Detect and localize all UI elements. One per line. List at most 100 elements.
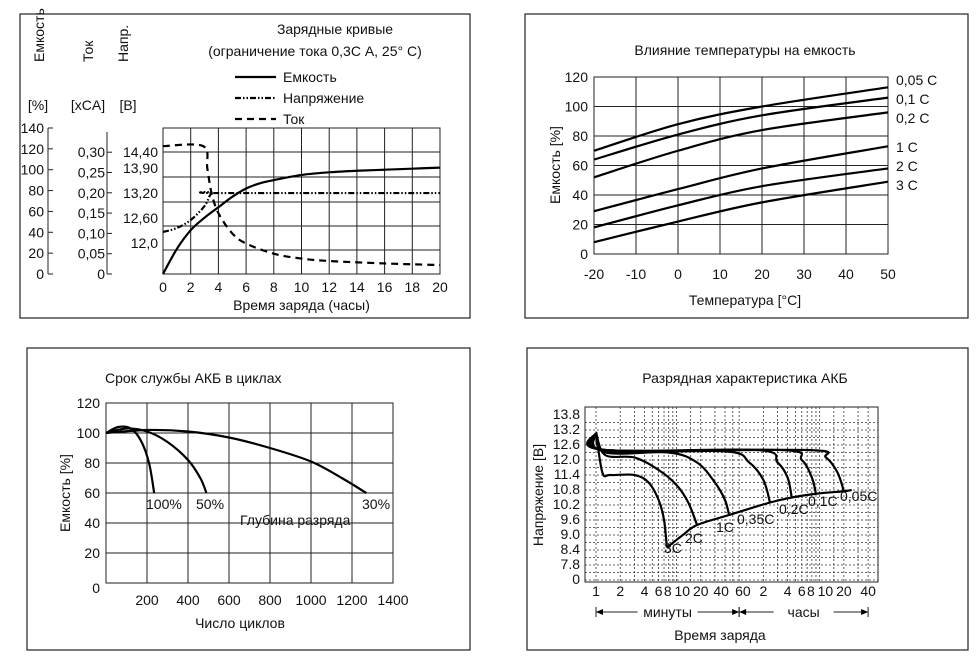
x-tick-label: 8 xyxy=(807,583,815,599)
x-tick-label: 40 xyxy=(838,266,854,282)
voltage-tick-label: 12,0 xyxy=(131,235,158,251)
end-voltage-curve xyxy=(666,488,852,549)
y-tick-label: 9.6 xyxy=(561,511,581,527)
y-tick-label: 60 xyxy=(572,158,588,174)
voltage-tick-label: 13,20 xyxy=(123,185,158,201)
series-line xyxy=(593,86,889,152)
chart-panel-4 xyxy=(526,347,969,651)
axis-unit: [%] xyxy=(28,97,48,113)
x-axis-label: Время заряда xyxy=(674,627,766,643)
series-line xyxy=(589,431,793,498)
y-tick-label: 40 xyxy=(84,515,100,531)
x-tick-label: 16 xyxy=(377,279,393,295)
y-tick-label: 12.0 xyxy=(553,451,580,467)
series-label: 2C xyxy=(685,530,703,546)
capacity-tick-label: 120 xyxy=(21,141,45,157)
range-label: минуты xyxy=(643,604,692,620)
x-tick-label: 6 xyxy=(242,279,250,295)
x-tick-label: 30 xyxy=(796,266,812,282)
x-tick-label: 1200 xyxy=(336,592,367,608)
series-line xyxy=(593,111,889,179)
chart-panel-1 xyxy=(19,13,471,319)
capacity-tick-label: 140 xyxy=(21,120,45,136)
series-capacity xyxy=(162,166,441,275)
series-label: 50% xyxy=(196,496,224,512)
label-bg xyxy=(637,603,698,619)
axis-title: Ток xyxy=(80,40,96,62)
series-line xyxy=(588,431,818,495)
series-line xyxy=(593,145,889,213)
x-axis-label: Время заряда (часы) xyxy=(233,297,370,313)
series-line xyxy=(594,432,669,548)
capacity-tick-label: 40 xyxy=(28,224,44,240)
voltage-tick-label: 13,90 xyxy=(123,160,158,176)
capacity-tick-label: 60 xyxy=(28,203,44,219)
x-tick-label: -20 xyxy=(584,266,604,282)
x-tick-label: 4 xyxy=(215,279,223,295)
y-tick-label: 0 xyxy=(580,246,588,262)
y-tick-label: 80 xyxy=(572,128,588,144)
series-label: 3 C xyxy=(896,177,918,193)
y-tick-label: 0 xyxy=(572,571,580,587)
y-tick-label: 0 xyxy=(92,580,100,596)
voltage-tick-label: 12,60 xyxy=(123,210,158,226)
current-tick-label: 0,10 xyxy=(78,225,105,241)
legend-label: Ток xyxy=(283,111,305,127)
capacity-tick-label: 20 xyxy=(28,245,44,261)
series-line xyxy=(594,432,731,516)
series-line xyxy=(586,431,845,492)
x-tick-label: 6 xyxy=(798,583,806,599)
x-tick-label: 10 xyxy=(294,279,310,295)
x-tick-label: 50 xyxy=(880,266,896,282)
y-tick-label: 11.4 xyxy=(554,466,580,482)
x-tick-label: 10 xyxy=(818,583,834,599)
x-tick-label: 800 xyxy=(258,592,282,608)
series-current xyxy=(162,143,441,267)
series-label: 30% xyxy=(362,496,390,512)
chart-title: Влияние температуры на емкость xyxy=(634,42,855,58)
x-tick-label: 600 xyxy=(217,592,241,608)
series-label: 0,2C xyxy=(779,501,809,517)
y-tick-label: 10.2 xyxy=(553,496,580,512)
plot-frame xyxy=(584,406,879,583)
current-tick-label: 0,30 xyxy=(78,144,105,160)
x-tick-label: 8 xyxy=(270,279,278,295)
y-axis-label: Емкость [%] xyxy=(57,454,73,532)
y-tick-label: 120 xyxy=(77,395,101,411)
x-tick-label: 2 xyxy=(759,583,767,599)
y-tick-label: 9.0 xyxy=(561,526,581,542)
current-tick-label: 0 xyxy=(97,266,105,282)
y-tick-label: 100 xyxy=(565,99,589,115)
current-tick-label: 0,25 xyxy=(78,165,105,181)
series-label: 0,05 C xyxy=(896,72,937,88)
y-axis-label: Напряжение [В] xyxy=(530,444,546,546)
y-tick-label: 20 xyxy=(572,217,588,233)
capacity-tick-label: 100 xyxy=(21,162,45,178)
range-label: часы xyxy=(788,604,820,620)
x-tick-label: 8 xyxy=(664,583,672,599)
current-tick-label: 0,15 xyxy=(78,205,105,221)
current-tick-label: 0,05 xyxy=(78,246,105,262)
series-label: 0,2 C xyxy=(896,110,929,126)
current-tick-label: 0,20 xyxy=(78,185,105,201)
axis-title: Напр. xyxy=(115,25,131,62)
x-tick-label: 1000 xyxy=(295,592,326,608)
chart-panel-3 xyxy=(26,347,471,651)
x-tick-label: 4 xyxy=(641,583,649,599)
series-label: 3C xyxy=(664,540,682,556)
x-tick-label: 14 xyxy=(349,279,365,295)
voltage-tick-label: 14,40 xyxy=(123,144,158,160)
temperature-capacity-chart xyxy=(593,76,889,255)
y-tick-label: 8.4 xyxy=(561,541,581,557)
series-line xyxy=(594,432,699,526)
series-label: 100% xyxy=(146,496,182,512)
x-tick-label: 0 xyxy=(159,279,167,295)
x-tick-label: 18 xyxy=(405,279,421,295)
x-tick-label: -10 xyxy=(626,266,646,282)
y-tick-label: 13.8 xyxy=(553,406,580,422)
x-tick-label: 10 xyxy=(712,266,728,282)
capacity-tick-label: 0 xyxy=(36,266,44,282)
y-tick-label: 120 xyxy=(565,69,589,85)
x-tick-label: 1400 xyxy=(377,592,408,608)
x-tick-label: 20 xyxy=(432,279,448,295)
